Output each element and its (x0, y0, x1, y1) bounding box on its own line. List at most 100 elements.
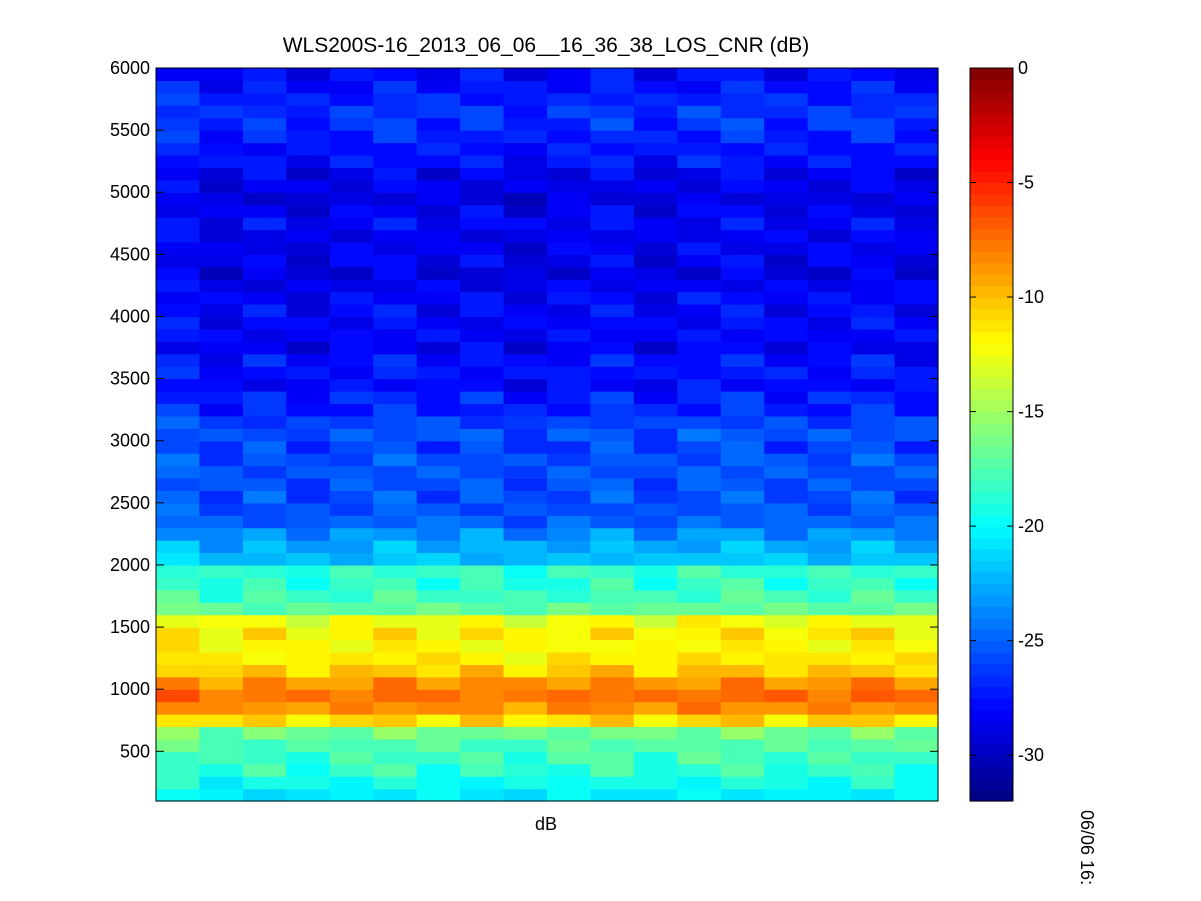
heatmap-cell (894, 142, 939, 156)
heatmap-cell (547, 316, 592, 330)
heatmap-cell (286, 540, 331, 554)
heatmap-cell (286, 639, 331, 653)
heatmap-cell (286, 527, 331, 541)
heatmap-cell (199, 254, 244, 268)
colorbar-swatch (970, 480, 1013, 493)
heatmap-cell (807, 515, 852, 529)
heatmap-cell (503, 453, 548, 467)
heatmap-cell (329, 490, 374, 504)
heatmap-cell (677, 788, 722, 802)
heatmap-cell (894, 440, 939, 454)
x-axis-label: dB (535, 814, 557, 834)
colorbar-swatch (970, 766, 1013, 779)
heatmap-cell (851, 229, 896, 243)
colorbar-swatch (970, 354, 1013, 367)
heatmap-cell (590, 304, 635, 318)
heatmap-cell (590, 105, 635, 119)
heatmap-cell (329, 366, 374, 380)
heatmap-cell (286, 167, 331, 181)
heatmap-cell (199, 291, 244, 305)
colorbar-swatch (970, 491, 1013, 504)
colorbar-swatch (970, 445, 1013, 458)
heatmap-cell (242, 564, 287, 578)
y-tick-label: 500 (120, 741, 150, 761)
colorbar-tick-label: 0 (1018, 58, 1028, 78)
heatmap-cell (851, 105, 896, 119)
heatmap-cell (894, 726, 939, 740)
heatmap-cell (894, 515, 939, 529)
heatmap-cell (460, 279, 505, 293)
heatmap-cell (764, 490, 809, 504)
heatmap-cell (156, 776, 201, 790)
heatmap-cell (329, 179, 374, 193)
heatmap-cell (286, 515, 331, 529)
heatmap-cell (633, 366, 678, 380)
heatmap-cell (547, 378, 592, 392)
heatmap-cell (286, 291, 331, 305)
heatmap-cell (242, 428, 287, 442)
heatmap-cell (242, 92, 287, 106)
heatmap-cell (851, 453, 896, 467)
heatmap-cell (677, 726, 722, 740)
heatmap-cell (633, 776, 678, 790)
heatmap-cell (460, 353, 505, 367)
heatmap-cell (199, 92, 244, 106)
heatmap-cell (677, 403, 722, 417)
heatmap-cell (851, 92, 896, 106)
heatmap-cell (807, 279, 852, 293)
heatmap-cell (851, 142, 896, 156)
heatmap-cell (677, 490, 722, 504)
heatmap-cell (503, 502, 548, 516)
heatmap-cell (329, 453, 374, 467)
heatmap-cell (329, 167, 374, 181)
heatmap-cell (460, 378, 505, 392)
heatmap-cell (851, 68, 896, 82)
heatmap-cell (894, 676, 939, 690)
heatmap-cell (416, 366, 461, 380)
heatmap-cell (590, 68, 635, 82)
heatmap-cell (373, 564, 418, 578)
heatmap-cell (460, 179, 505, 193)
heatmap-cell (242, 291, 287, 305)
heatmap-cell (807, 502, 852, 516)
heatmap-cell (677, 428, 722, 442)
heatmap-cell (503, 229, 548, 243)
heatmap-cell (242, 366, 287, 380)
heatmap-cell (851, 353, 896, 367)
heatmap-cell (590, 527, 635, 541)
heatmap-cell (764, 291, 809, 305)
heatmap-cell (633, 328, 678, 342)
heatmap-cell (677, 391, 722, 405)
heatmap-cell (199, 142, 244, 156)
heatmap-cell (590, 266, 635, 280)
heatmap-cell (199, 602, 244, 616)
heatmap-cell (199, 241, 244, 255)
heatmap-cell (851, 788, 896, 802)
heatmap-cell (720, 428, 765, 442)
heatmap-cell (677, 540, 722, 554)
heatmap-cell (199, 428, 244, 442)
heatmap-cell (503, 738, 548, 752)
heatmap-cell (286, 204, 331, 218)
heatmap-cell (764, 366, 809, 380)
heatmap-cell (720, 92, 765, 106)
heatmap-cell (590, 167, 635, 181)
colorbar-swatch (970, 365, 1013, 378)
heatmap-cell (547, 117, 592, 131)
heatmap-cell (329, 105, 374, 119)
heatmap-cell (590, 751, 635, 765)
heatmap-cell (851, 689, 896, 703)
heatmap-cell (894, 366, 939, 380)
heatmap-cell (720, 204, 765, 218)
heatmap-cell (807, 241, 852, 255)
heatmap-cell (547, 763, 592, 777)
heatmap-cell (156, 602, 201, 616)
heatmap-cell (851, 117, 896, 131)
heatmap-cell (373, 92, 418, 106)
heatmap-cell (851, 763, 896, 777)
heatmap-cell (503, 279, 548, 293)
heatmap-cell (199, 726, 244, 740)
heatmap-cell (720, 291, 765, 305)
colorbar-swatch (970, 594, 1013, 607)
heatmap-cell (677, 453, 722, 467)
